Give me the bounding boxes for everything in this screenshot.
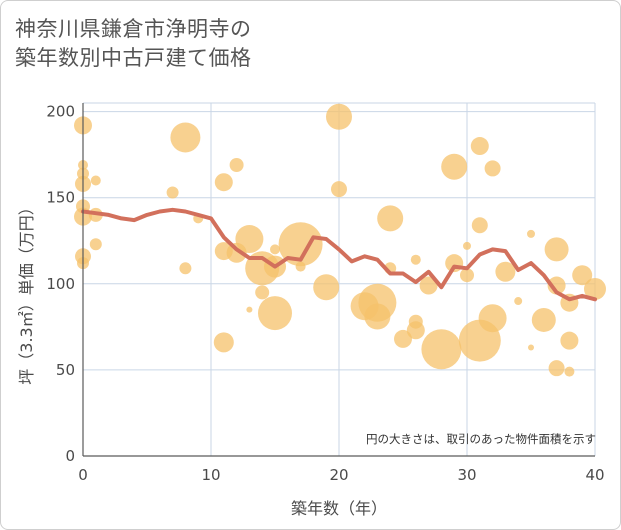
bubble-point bbox=[331, 181, 347, 198]
x-tick-label: 20 bbox=[329, 466, 348, 484]
bubble-point bbox=[278, 222, 323, 267]
bubble-point bbox=[406, 321, 425, 340]
bubble-point bbox=[246, 306, 253, 313]
bubble-point bbox=[364, 303, 391, 330]
bubble-series bbox=[74, 103, 606, 377]
y-axis-title: 坪（3.3㎡）単価（万円） bbox=[17, 199, 36, 384]
bubble-point bbox=[528, 344, 534, 351]
bubble-point bbox=[527, 229, 535, 238]
bubble-point bbox=[478, 304, 507, 333]
bubble-point bbox=[470, 137, 489, 156]
bubble-point bbox=[531, 307, 556, 332]
bubble-point bbox=[572, 265, 593, 286]
bubble-point bbox=[90, 175, 101, 186]
bubble-point bbox=[255, 285, 270, 300]
bubble-point bbox=[471, 217, 488, 234]
x-tick-label: 30 bbox=[457, 466, 476, 484]
bubble-point bbox=[495, 261, 516, 282]
bubble-point bbox=[460, 268, 474, 283]
y-tick-label: 0 bbox=[65, 447, 75, 465]
tick-labels: 0 50 100 150 200 0 10 20 30 40 bbox=[46, 103, 604, 484]
chart-title-line-2: 築年数別中古戸建て価格 bbox=[15, 46, 252, 70]
axes bbox=[82, 103, 595, 457]
average-line-series bbox=[81, 207, 597, 302]
bubble-point bbox=[564, 366, 575, 377]
x-tick-label: 10 bbox=[201, 466, 220, 484]
bubble-point bbox=[548, 360, 565, 377]
x-tick-label: 0 bbox=[78, 466, 88, 484]
x-tick-label: 40 bbox=[585, 466, 604, 484]
bubble-point bbox=[170, 122, 201, 153]
y-tick-label: 100 bbox=[46, 275, 75, 293]
bubble-point bbox=[441, 153, 468, 180]
chart-title: 神奈川県鎌倉市浄明寺の 築年数別中古戸建て価格 bbox=[15, 15, 252, 73]
bubble-point bbox=[270, 244, 280, 255]
bubble-point bbox=[421, 329, 462, 370]
bubble-point bbox=[179, 262, 192, 275]
bubble-point bbox=[235, 225, 264, 254]
bubble-point bbox=[295, 261, 306, 272]
bubble-point bbox=[213, 332, 234, 353]
average-price-line bbox=[81, 207, 597, 302]
bubble-point bbox=[229, 157, 244, 172]
bubble-point bbox=[313, 274, 340, 301]
bubble-point bbox=[377, 205, 404, 232]
bubble-point bbox=[544, 237, 569, 262]
bubble-point bbox=[89, 238, 102, 251]
bubble-point bbox=[214, 173, 233, 192]
chart-title-line-1: 神奈川県鎌倉市浄明寺の bbox=[15, 17, 252, 41]
y-tick-label: 200 bbox=[46, 103, 75, 121]
bubble-point bbox=[463, 241, 471, 250]
y-tick-label: 150 bbox=[46, 189, 75, 207]
grid-lines bbox=[83, 102, 596, 456]
bubble-point bbox=[410, 254, 421, 265]
bubble-point bbox=[166, 186, 179, 199]
bubble-point bbox=[394, 329, 412, 348]
bubble-point bbox=[547, 276, 566, 295]
bubble-point bbox=[584, 277, 606, 300]
x-axis-title: 築年数（年） bbox=[291, 499, 387, 518]
bubble-point bbox=[258, 296, 292, 331]
bubble-size-note: 円の大きさは、取引のあった物件面積を示す bbox=[366, 432, 596, 446]
bubble-point bbox=[419, 276, 438, 295]
bubble-point bbox=[560, 331, 579, 350]
bubble-point bbox=[326, 103, 352, 130]
y-tick-label: 50 bbox=[56, 361, 75, 379]
bubble-point bbox=[484, 160, 501, 177]
bubble-point bbox=[514, 297, 523, 306]
